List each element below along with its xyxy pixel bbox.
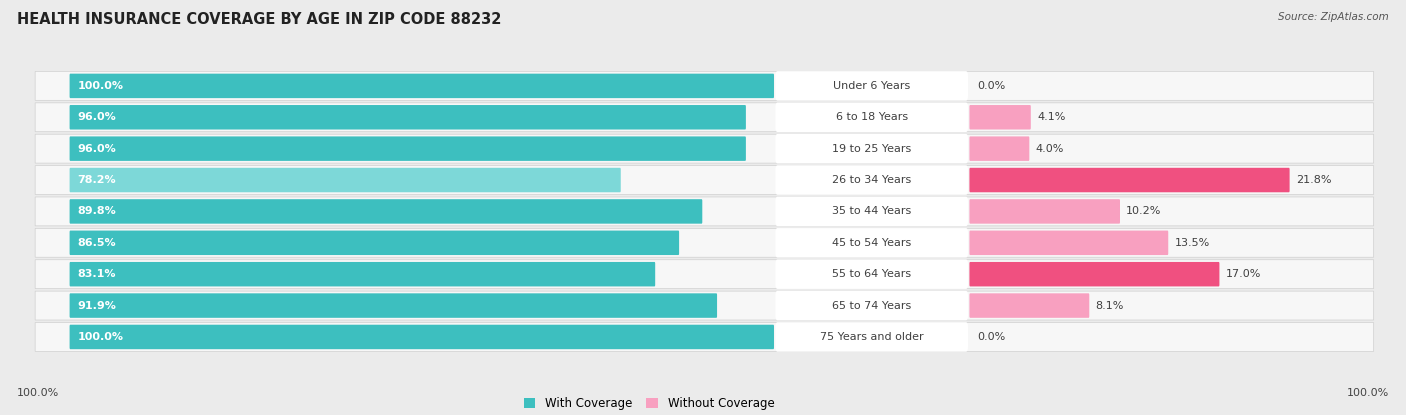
FancyBboxPatch shape <box>69 231 679 255</box>
Text: 4.0%: 4.0% <box>1036 144 1064 154</box>
FancyBboxPatch shape <box>69 262 655 286</box>
Text: 17.0%: 17.0% <box>1226 269 1261 279</box>
FancyBboxPatch shape <box>69 168 621 192</box>
Text: 91.9%: 91.9% <box>77 300 117 310</box>
Text: HEALTH INSURANCE COVERAGE BY AGE IN ZIP CODE 88232: HEALTH INSURANCE COVERAGE BY AGE IN ZIP … <box>17 12 502 27</box>
Text: 21.8%: 21.8% <box>1296 175 1331 185</box>
Text: Source: ZipAtlas.com: Source: ZipAtlas.com <box>1278 12 1389 22</box>
FancyBboxPatch shape <box>970 199 1121 224</box>
Text: 100.0%: 100.0% <box>1347 388 1389 398</box>
FancyBboxPatch shape <box>776 165 967 195</box>
Legend: With Coverage, Without Coverage: With Coverage, Without Coverage <box>523 397 775 410</box>
FancyBboxPatch shape <box>970 137 1029 161</box>
FancyBboxPatch shape <box>69 199 702 224</box>
FancyBboxPatch shape <box>970 231 1168 255</box>
Text: 96.0%: 96.0% <box>77 144 117 154</box>
FancyBboxPatch shape <box>69 325 773 349</box>
Text: 6 to 18 Years: 6 to 18 Years <box>835 112 908 122</box>
Text: 13.5%: 13.5% <box>1174 238 1209 248</box>
Text: 45 to 54 Years: 45 to 54 Years <box>832 238 911 248</box>
FancyBboxPatch shape <box>35 103 1374 132</box>
Text: 86.5%: 86.5% <box>77 238 115 248</box>
Text: 83.1%: 83.1% <box>77 269 115 279</box>
FancyBboxPatch shape <box>776 103 967 132</box>
Text: 78.2%: 78.2% <box>77 175 115 185</box>
FancyBboxPatch shape <box>970 105 1031 129</box>
Text: 26 to 34 Years: 26 to 34 Years <box>832 175 911 185</box>
FancyBboxPatch shape <box>776 197 967 226</box>
FancyBboxPatch shape <box>970 168 1289 192</box>
FancyBboxPatch shape <box>35 71 1374 100</box>
FancyBboxPatch shape <box>69 137 745 161</box>
FancyBboxPatch shape <box>776 134 967 164</box>
Text: 4.1%: 4.1% <box>1038 112 1066 122</box>
Text: Under 6 Years: Under 6 Years <box>834 81 910 91</box>
Text: 100.0%: 100.0% <box>17 388 59 398</box>
Text: 100.0%: 100.0% <box>77 81 124 91</box>
FancyBboxPatch shape <box>776 322 967 352</box>
FancyBboxPatch shape <box>69 293 717 318</box>
Text: 10.2%: 10.2% <box>1126 206 1161 217</box>
FancyBboxPatch shape <box>35 166 1374 195</box>
FancyBboxPatch shape <box>69 73 773 98</box>
FancyBboxPatch shape <box>35 291 1374 320</box>
FancyBboxPatch shape <box>970 262 1219 286</box>
Text: 35 to 44 Years: 35 to 44 Years <box>832 206 911 217</box>
Text: 100.0%: 100.0% <box>77 332 124 342</box>
FancyBboxPatch shape <box>776 259 967 289</box>
Text: 0.0%: 0.0% <box>977 332 1005 342</box>
Text: 75 Years and older: 75 Years and older <box>820 332 924 342</box>
FancyBboxPatch shape <box>776 291 967 320</box>
FancyBboxPatch shape <box>970 293 1090 318</box>
FancyBboxPatch shape <box>776 71 967 101</box>
FancyBboxPatch shape <box>69 105 745 129</box>
FancyBboxPatch shape <box>35 260 1374 288</box>
Text: 0.0%: 0.0% <box>977 81 1005 91</box>
Text: 65 to 74 Years: 65 to 74 Years <box>832 300 911 310</box>
FancyBboxPatch shape <box>776 228 967 258</box>
Text: 8.1%: 8.1% <box>1095 300 1123 310</box>
Text: 55 to 64 Years: 55 to 64 Years <box>832 269 911 279</box>
Text: 89.8%: 89.8% <box>77 206 117 217</box>
Text: 96.0%: 96.0% <box>77 112 117 122</box>
FancyBboxPatch shape <box>35 197 1374 226</box>
Text: 19 to 25 Years: 19 to 25 Years <box>832 144 911 154</box>
FancyBboxPatch shape <box>35 322 1374 352</box>
FancyBboxPatch shape <box>35 134 1374 163</box>
FancyBboxPatch shape <box>35 228 1374 257</box>
